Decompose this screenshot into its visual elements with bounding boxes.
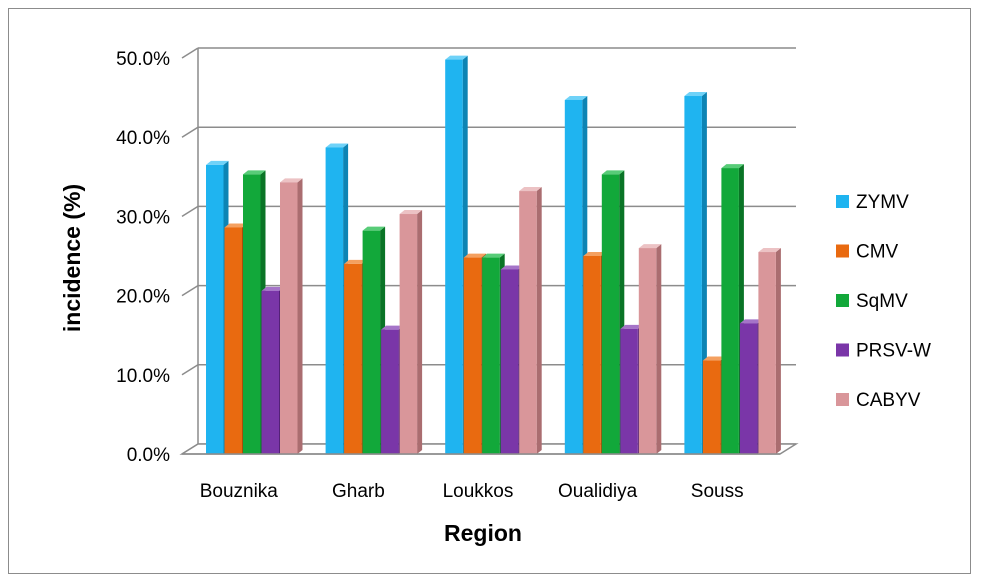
x-axis-title: Region [444, 520, 522, 546]
legend-item: CMV [836, 242, 899, 263]
bars-layer [182, 55, 781, 455]
bar [721, 164, 744, 454]
x-tick-label: Oualidiya [558, 481, 638, 502]
gridline-depth [181, 205, 199, 218]
bar [280, 178, 303, 454]
x-tick-label: Loukkos [443, 481, 514, 502]
legend-swatch [836, 195, 849, 208]
gridline-depth [181, 284, 199, 297]
legend-label: CABYV [856, 390, 921, 411]
legend-item: ZYMV [836, 192, 909, 213]
y-tick-label: 10.0% [116, 366, 170, 387]
y-tick-label: 30.0% [116, 207, 170, 228]
y-tick-label: 50.0% [116, 49, 170, 70]
gridline-depth [181, 364, 199, 376]
bar [399, 210, 423, 454]
y-axis-title: incidence (%) [59, 184, 85, 332]
x-tick-label: Bouznika [200, 481, 279, 502]
legend-swatch [836, 343, 849, 357]
x-tick-labels: Bouznika Gharb Loukkos Oualidiya Souss [200, 481, 744, 502]
legend-label: SqMV [856, 291, 908, 312]
y-tick-label: 20.0% [116, 287, 170, 308]
legend: ZYMV CMV SqMV PRSV-W CABYV [836, 192, 931, 411]
bar [638, 244, 662, 454]
bar [758, 248, 781, 454]
bar [519, 187, 542, 454]
y-tick-labels: 0.0% 10.0% 20.0% 30.0% 40.0% 50.0% [116, 49, 170, 466]
legend-swatch [836, 393, 849, 406]
y-tick-label: 40.0% [116, 128, 170, 149]
legend-label: CMV [856, 242, 899, 263]
gridline-depth [181, 47, 199, 59]
legend-item: PRSV-W [836, 341, 931, 362]
gridline-depth [181, 126, 199, 138]
legend-swatch [836, 294, 849, 307]
legend-item: CABYV [836, 390, 921, 411]
legend-swatch [836, 244, 849, 258]
x-tick-label: Souss [691, 481, 744, 502]
legend-item: SqMV [836, 291, 908, 312]
legend-label: PRSV-W [856, 341, 931, 362]
legend-label: ZYMV [856, 192, 909, 213]
y-tick-label: 0.0% [127, 445, 170, 466]
x-tick-label: Gharb [332, 481, 385, 502]
